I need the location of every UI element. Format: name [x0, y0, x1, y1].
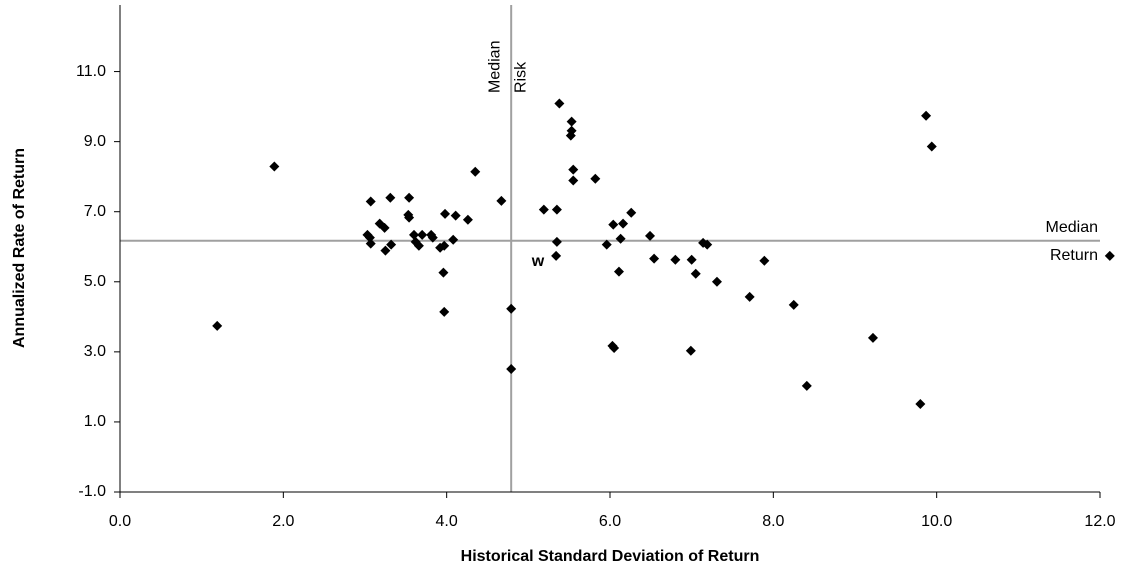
x-tick-label: 10.0 — [921, 513, 952, 530]
point — [462, 214, 473, 225]
point — [380, 245, 391, 256]
y-tick-label: -1.0 — [78, 483, 106, 500]
point — [365, 196, 376, 207]
point — [566, 116, 577, 127]
reference-label: Return — [1050, 247, 1098, 264]
x-axis-title: Historical Standard Deviation of Return — [461, 548, 760, 565]
reference-label: Risk — [512, 61, 529, 93]
point — [269, 161, 280, 172]
point — [364, 232, 375, 243]
reference-label: Median — [486, 41, 503, 93]
point — [496, 195, 507, 206]
x-tick-label: 4.0 — [436, 513, 458, 530]
point — [551, 250, 562, 261]
point — [690, 268, 701, 279]
point — [801, 380, 812, 391]
x-tick-label: 6.0 — [599, 513, 621, 530]
point — [565, 130, 576, 141]
point — [427, 232, 438, 243]
point — [212, 320, 223, 331]
point — [404, 212, 415, 223]
x-tick-label: 8.0 — [762, 513, 784, 530]
x-tick-label: 0.0 — [109, 513, 131, 530]
point — [385, 192, 396, 203]
point — [618, 218, 629, 229]
y-tick-label: 11.0 — [76, 63, 106, 80]
point — [551, 204, 562, 215]
point — [608, 219, 619, 230]
point — [538, 204, 549, 215]
point — [568, 164, 579, 175]
y-tick-label: 1.0 — [84, 413, 106, 430]
point — [568, 175, 579, 186]
point — [685, 345, 696, 356]
point — [867, 332, 878, 343]
point — [506, 303, 517, 314]
point — [649, 253, 660, 264]
point — [626, 207, 637, 218]
point — [438, 267, 449, 278]
point — [670, 254, 681, 265]
point — [590, 173, 601, 184]
point — [404, 192, 415, 203]
y-tick-label: 3.0 — [84, 343, 106, 360]
point — [379, 222, 390, 233]
point — [450, 210, 461, 221]
point — [615, 233, 626, 244]
point — [386, 239, 397, 250]
point — [645, 230, 656, 241]
point — [439, 240, 450, 251]
point — [448, 234, 459, 245]
point — [744, 291, 755, 302]
reference-label: Median — [1046, 219, 1098, 236]
point — [413, 240, 424, 251]
x-tick-label: 12.0 — [1084, 513, 1115, 530]
point — [915, 399, 926, 410]
point — [788, 299, 799, 310]
x-tick-label: 2.0 — [272, 513, 294, 530]
point — [711, 276, 722, 287]
point — [551, 236, 562, 247]
point — [409, 229, 419, 240]
point — [554, 98, 565, 109]
point — [601, 239, 612, 250]
point — [686, 254, 697, 265]
point — [609, 343, 620, 354]
point — [365, 238, 376, 249]
point — [506, 364, 517, 375]
point — [470, 166, 481, 177]
point — [759, 255, 770, 266]
y-tick-label: 9.0 — [84, 133, 106, 150]
y-tick-label: 7.0 — [84, 203, 106, 220]
point — [613, 266, 624, 277]
y-tick-label: 5.0 — [84, 273, 106, 290]
point — [440, 208, 451, 219]
point — [702, 239, 713, 250]
point — [1104, 250, 1115, 261]
point — [921, 110, 932, 121]
point — [926, 141, 937, 152]
y-axis-title: Annualized Rate of Return — [11, 148, 28, 348]
point — [417, 229, 428, 240]
point — [439, 306, 450, 317]
annotation: w — [531, 253, 545, 270]
